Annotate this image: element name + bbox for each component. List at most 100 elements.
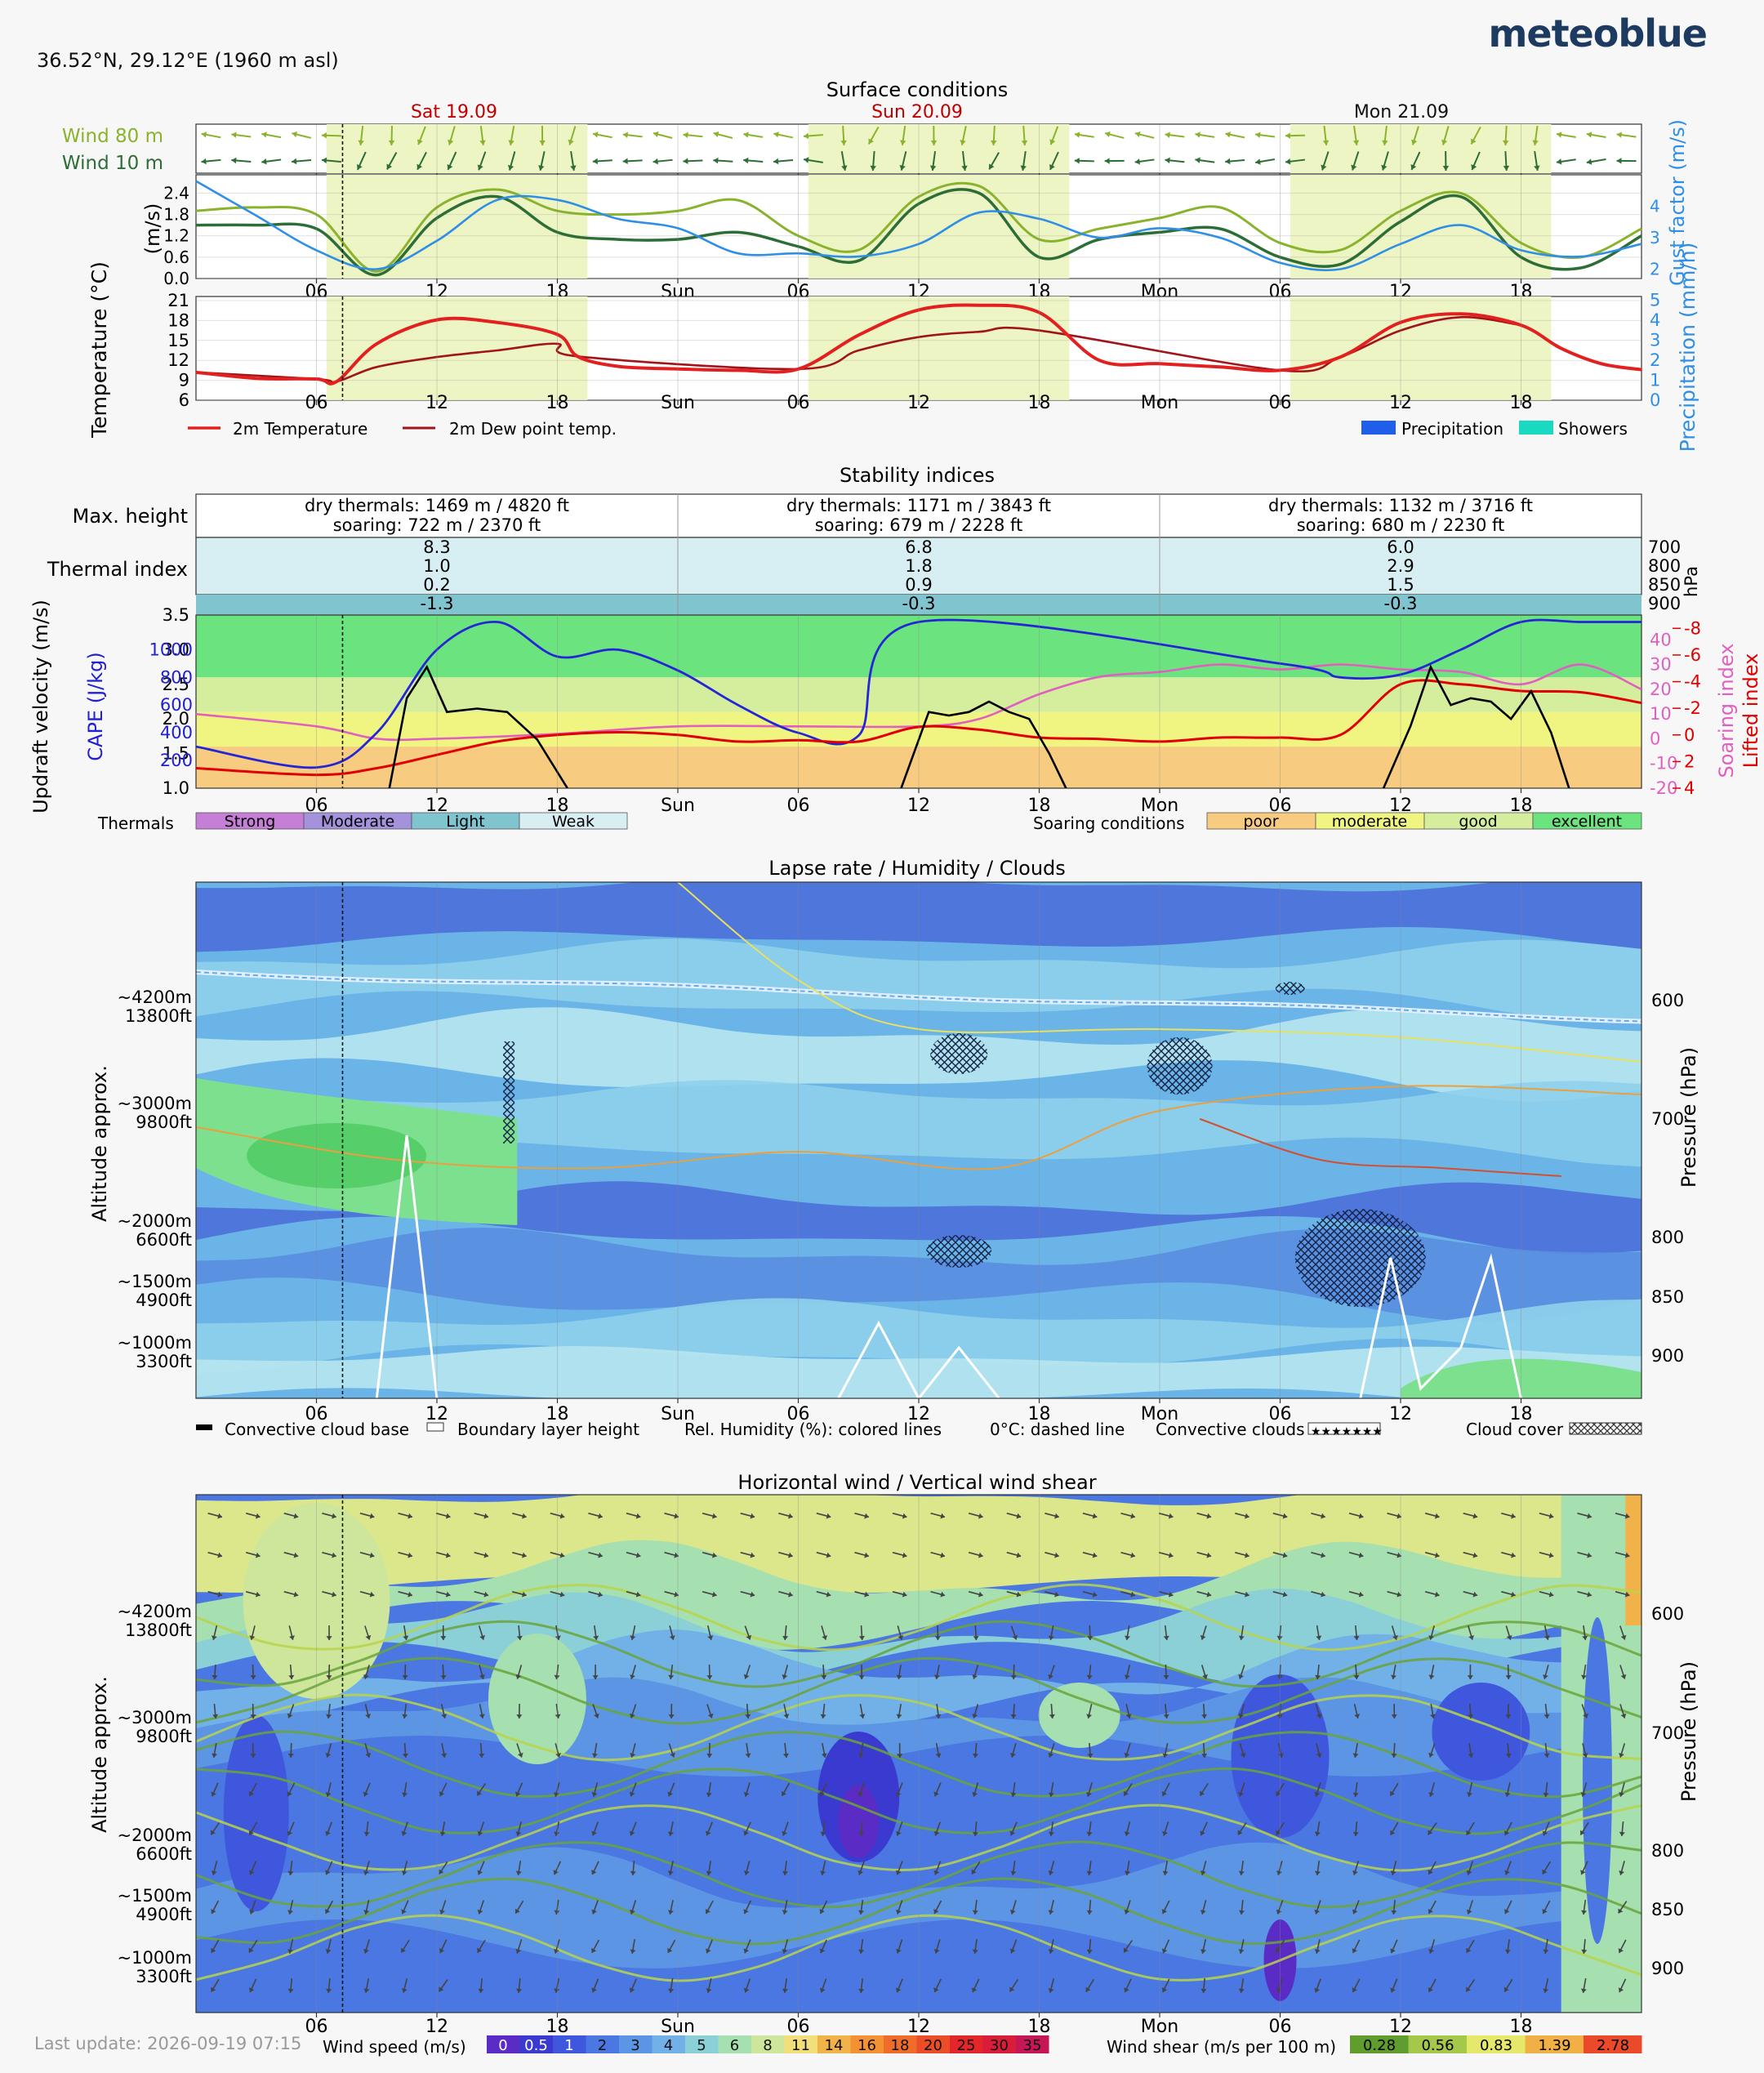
x-tick-label: Mon [1141, 393, 1178, 413]
wind-vector-head [858, 1910, 865, 1915]
wind-vector-head [1086, 1870, 1093, 1875]
wind-vector-head [1276, 1988, 1282, 1993]
temp-tick-label: 18 [167, 310, 189, 330]
wind-arrow-head [841, 165, 848, 171]
wind-vector-head [515, 1870, 522, 1875]
wind-vector-head [1086, 1831, 1093, 1836]
wind-vector-head [1276, 1830, 1281, 1835]
wind-vector-head [1049, 1714, 1055, 1719]
precip-tick-label: 1 [1650, 371, 1660, 390]
wind-vector-head [858, 1753, 864, 1758]
wind-arrow-head [929, 165, 937, 171]
wind-vector-head [896, 1948, 902, 1954]
wind-vector-head [933, 1870, 940, 1875]
wind-vector-head [1130, 1552, 1135, 1558]
wind-vector-head [401, 1870, 408, 1875]
wind-vector-head [1503, 1986, 1509, 1992]
wind-vector-head [1430, 1714, 1437, 1719]
wind-vector-head [248, 1790, 254, 1796]
wind-arrow-head [1556, 132, 1562, 138]
lapse-band [196, 1181, 1642, 1255]
wind-title: Horizontal wind / Vertical wind shear [737, 1471, 1096, 1494]
wind-vector-head [788, 1513, 793, 1519]
legend-precipitation: Precipitation [1401, 419, 1503, 439]
wind-vector-head [1618, 1987, 1624, 1993]
x-tick-label: 06 [787, 393, 810, 413]
wind-vector-head [590, 1947, 597, 1953]
wind-contour [488, 1634, 586, 1764]
cape-tick-label: 1000 [149, 640, 193, 659]
wind-arrow-head [508, 140, 514, 145]
wind-vector-head [479, 1674, 485, 1679]
wind-vector-head [1504, 1792, 1511, 1797]
wind-vector-head [858, 1675, 865, 1679]
soaring-legend-item: poor [1243, 813, 1278, 831]
wind-vector-head [898, 1635, 904, 1640]
wind-vector-head [667, 1791, 673, 1797]
x-tick-label: 12 [907, 796, 930, 816]
wind-vector-head [1587, 1513, 1592, 1519]
wind-vector-head [1543, 1792, 1549, 1797]
wind-vector-head [864, 1591, 869, 1598]
pressure-tick: 900 [1651, 1346, 1684, 1366]
wind-vector-head [819, 1791, 825, 1796]
thermal-index-value: 6.0 [1387, 537, 1414, 557]
wind-vector-head [1202, 1674, 1208, 1679]
wind-vector-head [1276, 1909, 1282, 1915]
meteoblue-logo[interactable]: meteoblue [1488, 11, 1708, 56]
wind-vector-head [1282, 1552, 1288, 1558]
wind-vector-head [217, 1552, 222, 1558]
wind-arrow-head [1502, 140, 1509, 145]
wind-vector-head [933, 1791, 939, 1797]
precip-tick-label: 3 [1650, 331, 1660, 350]
wind-vector-head [1390, 1830, 1396, 1835]
wind-vector-head [554, 1792, 559, 1797]
shear-contour [196, 1914, 1642, 1982]
wind-vector-head [369, 1591, 375, 1598]
hpa-tick: 900 [1648, 594, 1681, 613]
wind-vector-head [1390, 1870, 1396, 1875]
wind-vector-head [1087, 1636, 1094, 1640]
wind-vector-head [402, 1675, 408, 1679]
wind-vector-head [1237, 1830, 1243, 1835]
wind-arrow-head [683, 132, 688, 139]
altitude-tick-ft: 4900ft [136, 1905, 192, 1924]
wind-arrow-head [1104, 158, 1110, 164]
wind-vector-head [1619, 1870, 1624, 1875]
thermal-index-value: 8.3 [423, 537, 450, 557]
wind-vector-head [1054, 1591, 1059, 1598]
wind-vector-head [1161, 1909, 1168, 1915]
stability-series [196, 618, 1642, 788]
wind-vector-head [1009, 1986, 1015, 1992]
wind-arrow-head [568, 139, 574, 145]
altitude-tick-m: ~1000m [118, 1333, 193, 1353]
x-tick-label: 12 [907, 393, 930, 413]
cloud-cover [1275, 982, 1305, 995]
wind-vector-head [1276, 1635, 1283, 1640]
wind-speed-scale-label: 18 [891, 2037, 910, 2054]
wind-vector-head [1048, 1870, 1054, 1875]
wind-vector-head [1544, 1714, 1550, 1719]
x-tick-label: 18 [546, 393, 569, 413]
wind-arrow-head [1225, 158, 1231, 165]
wind-vector-head [972, 1831, 979, 1836]
wind-vector-head [1390, 1987, 1396, 1993]
wind-vector-head [782, 1830, 787, 1836]
x-tick-label: 06 [787, 2017, 810, 2037]
wind-arrow-head [1255, 132, 1261, 138]
wind-vector-head [1163, 1635, 1169, 1640]
wind-vector-head [363, 1791, 369, 1797]
wind-vector-head [1245, 1552, 1250, 1558]
updraft-tick-label: 3.5 [163, 605, 189, 625]
wind-speed-swatch [652, 2035, 685, 2053]
wind-vector-head [1391, 1714, 1397, 1719]
x-tick-label: Sun [661, 1404, 695, 1424]
x-tick-label: 12 [907, 2017, 930, 2037]
wind-vector-head [934, 1674, 940, 1679]
wind-vector-head [1543, 1949, 1549, 1954]
wind-vector-head [858, 1988, 865, 1993]
wind-vector-head [287, 1791, 292, 1797]
wind-vector-head [743, 1674, 750, 1679]
wind-arrow-head [899, 165, 906, 171]
